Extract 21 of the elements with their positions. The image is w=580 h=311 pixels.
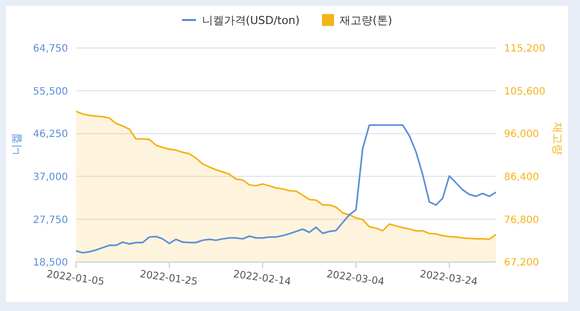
y2-tick-label: 76,800 <box>504 214 539 226</box>
x-tick-label: 2022-03-04 <box>326 269 385 288</box>
y-tick-label: 46,250 <box>33 129 68 140</box>
legend-label: 재고량(톤) <box>340 12 392 28</box>
y2-tick-label: 86,400 <box>504 172 539 183</box>
y-axis-title: 니켈 <box>10 133 23 155</box>
y-tick-label: 18,500 <box>33 258 68 269</box>
x-tick-label: 2022-01-05 <box>46 269 105 288</box>
y2-tick-label: 96,000 <box>504 129 539 140</box>
legend-label: 니켈가격(USD/ton) <box>202 12 300 28</box>
y-tick-label: 64,750 <box>33 44 68 55</box>
y-tick-label: 37,000 <box>33 172 68 183</box>
y2-axis-title: 재고량 <box>551 122 564 155</box>
y2-tick-label: 115,200 <box>504 44 546 55</box>
x-tick-label: 2022-01-25 <box>139 269 198 288</box>
y-tick-label: 55,500 <box>33 86 68 98</box>
x-tick-label: 2022-02-14 <box>232 269 292 288</box>
x-tick-label: 2022-03-24 <box>419 269 478 288</box>
y2-tick-label: 67,200 <box>504 258 539 269</box>
y-tick-label: 27,750 <box>33 214 68 226</box>
y2-tick-label: 105,600 <box>504 86 546 98</box>
